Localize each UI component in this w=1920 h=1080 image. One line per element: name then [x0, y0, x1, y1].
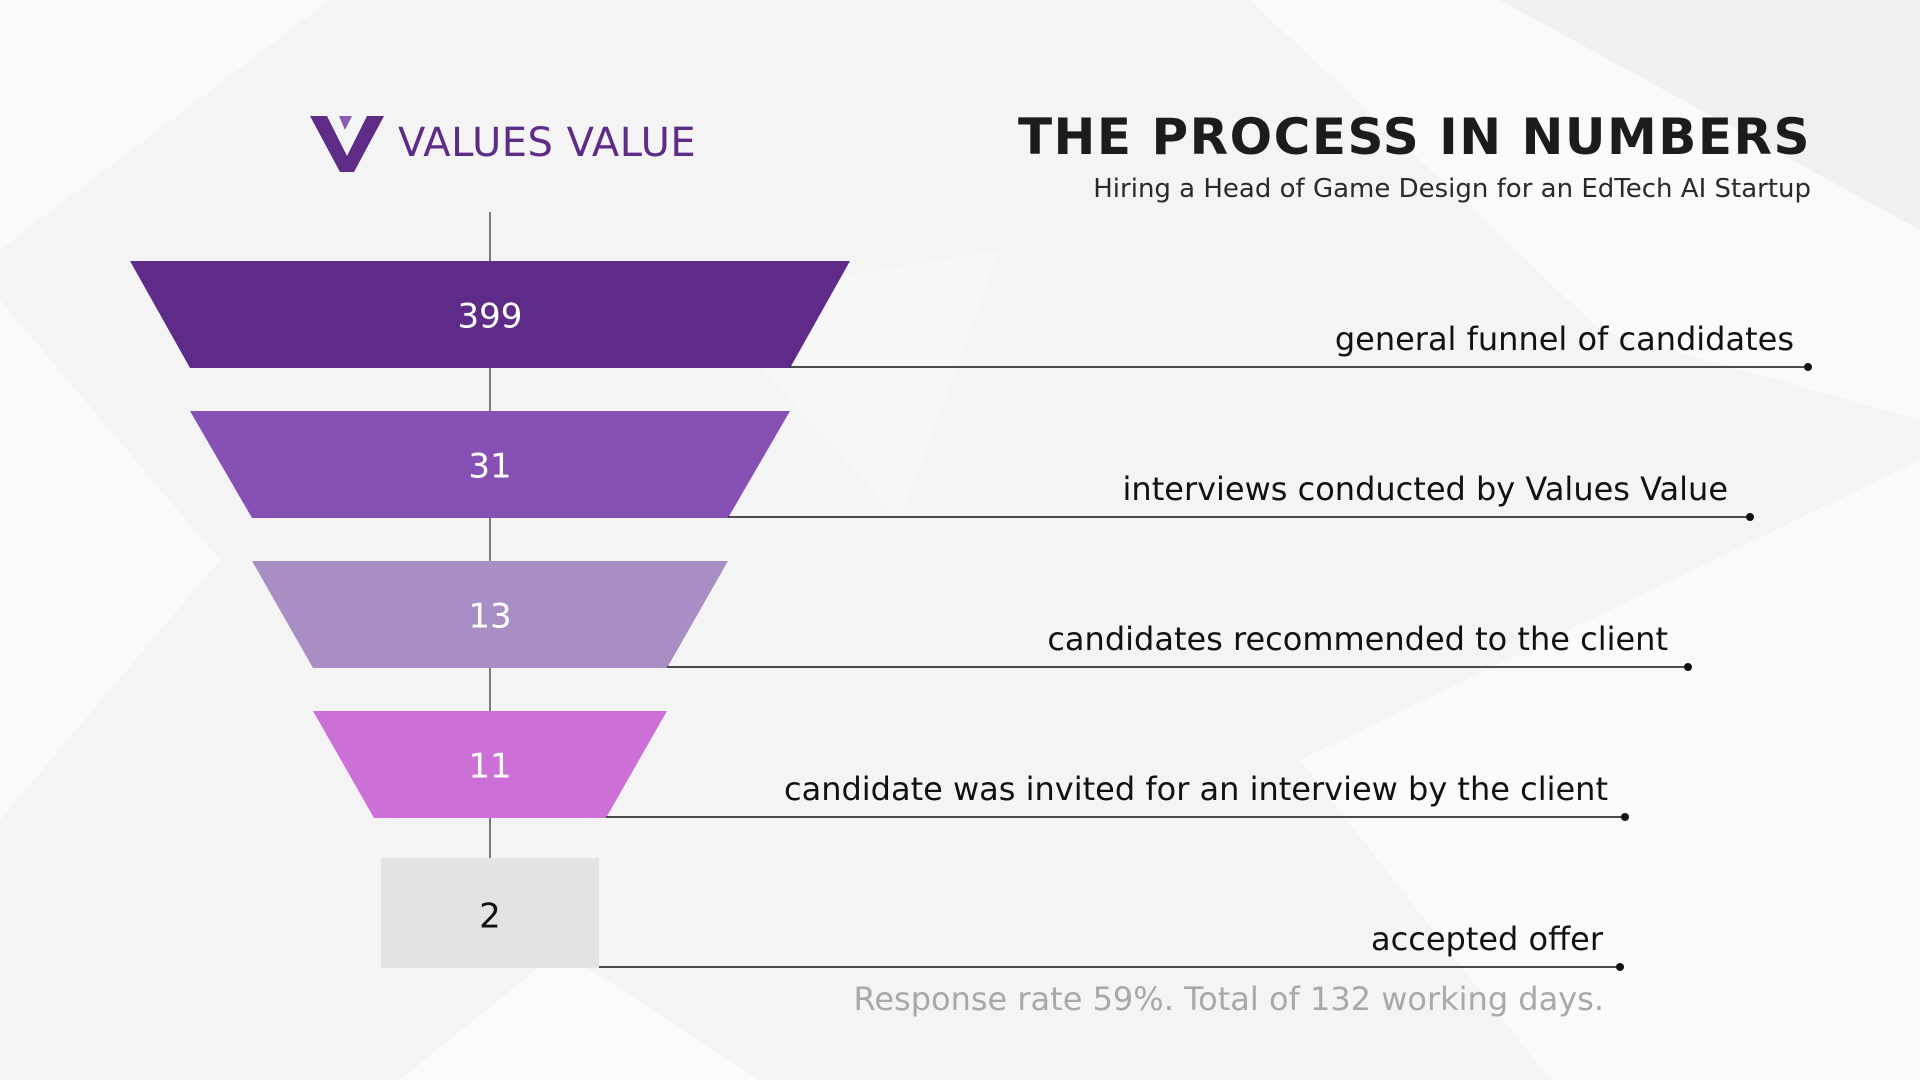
footer-note: Response rate 59%. Total of 132 working … — [853, 980, 1604, 1018]
stage-value: 2 — [479, 897, 501, 937]
stage-connector-dot — [1621, 813, 1629, 821]
stage-label: candidate was invited for an interview b… — [784, 770, 1608, 808]
brand-logo: VALUES VALUE — [310, 112, 696, 174]
page-subtitle: Hiring a Head of Game Design for an EdTe… — [1093, 174, 1811, 204]
stage-connector-dot — [1746, 513, 1754, 521]
funnel-stage-2 — [190, 411, 790, 518]
stage-value: 13 — [468, 597, 511, 637]
page-title: THE PROCESS IN NUMBERS — [1017, 108, 1811, 166]
stage-value: 399 — [458, 297, 523, 337]
funnel-stage-1 — [130, 261, 850, 368]
stage-label: interviews conducted by Values Value — [1123, 470, 1728, 508]
stage-value: 31 — [468, 447, 511, 487]
stage-connector-dot — [1684, 663, 1692, 671]
values-value-logo-icon — [310, 116, 384, 172]
funnel-stage-3 — [252, 561, 728, 668]
stage-value: 11 — [468, 747, 511, 787]
funnel-stage-5 — [381, 858, 599, 968]
stage-label: accepted offer — [1371, 920, 1604, 958]
stage-label: general funnel of candidates — [1335, 320, 1794, 358]
funnel-stage-4 — [313, 711, 667, 818]
stage-connector-dot — [1804, 363, 1812, 371]
brand-name: VALUES VALUE — [398, 120, 697, 166]
stage-connector-dot — [1616, 963, 1624, 971]
stage-label: candidates recommended to the client — [1047, 620, 1668, 658]
